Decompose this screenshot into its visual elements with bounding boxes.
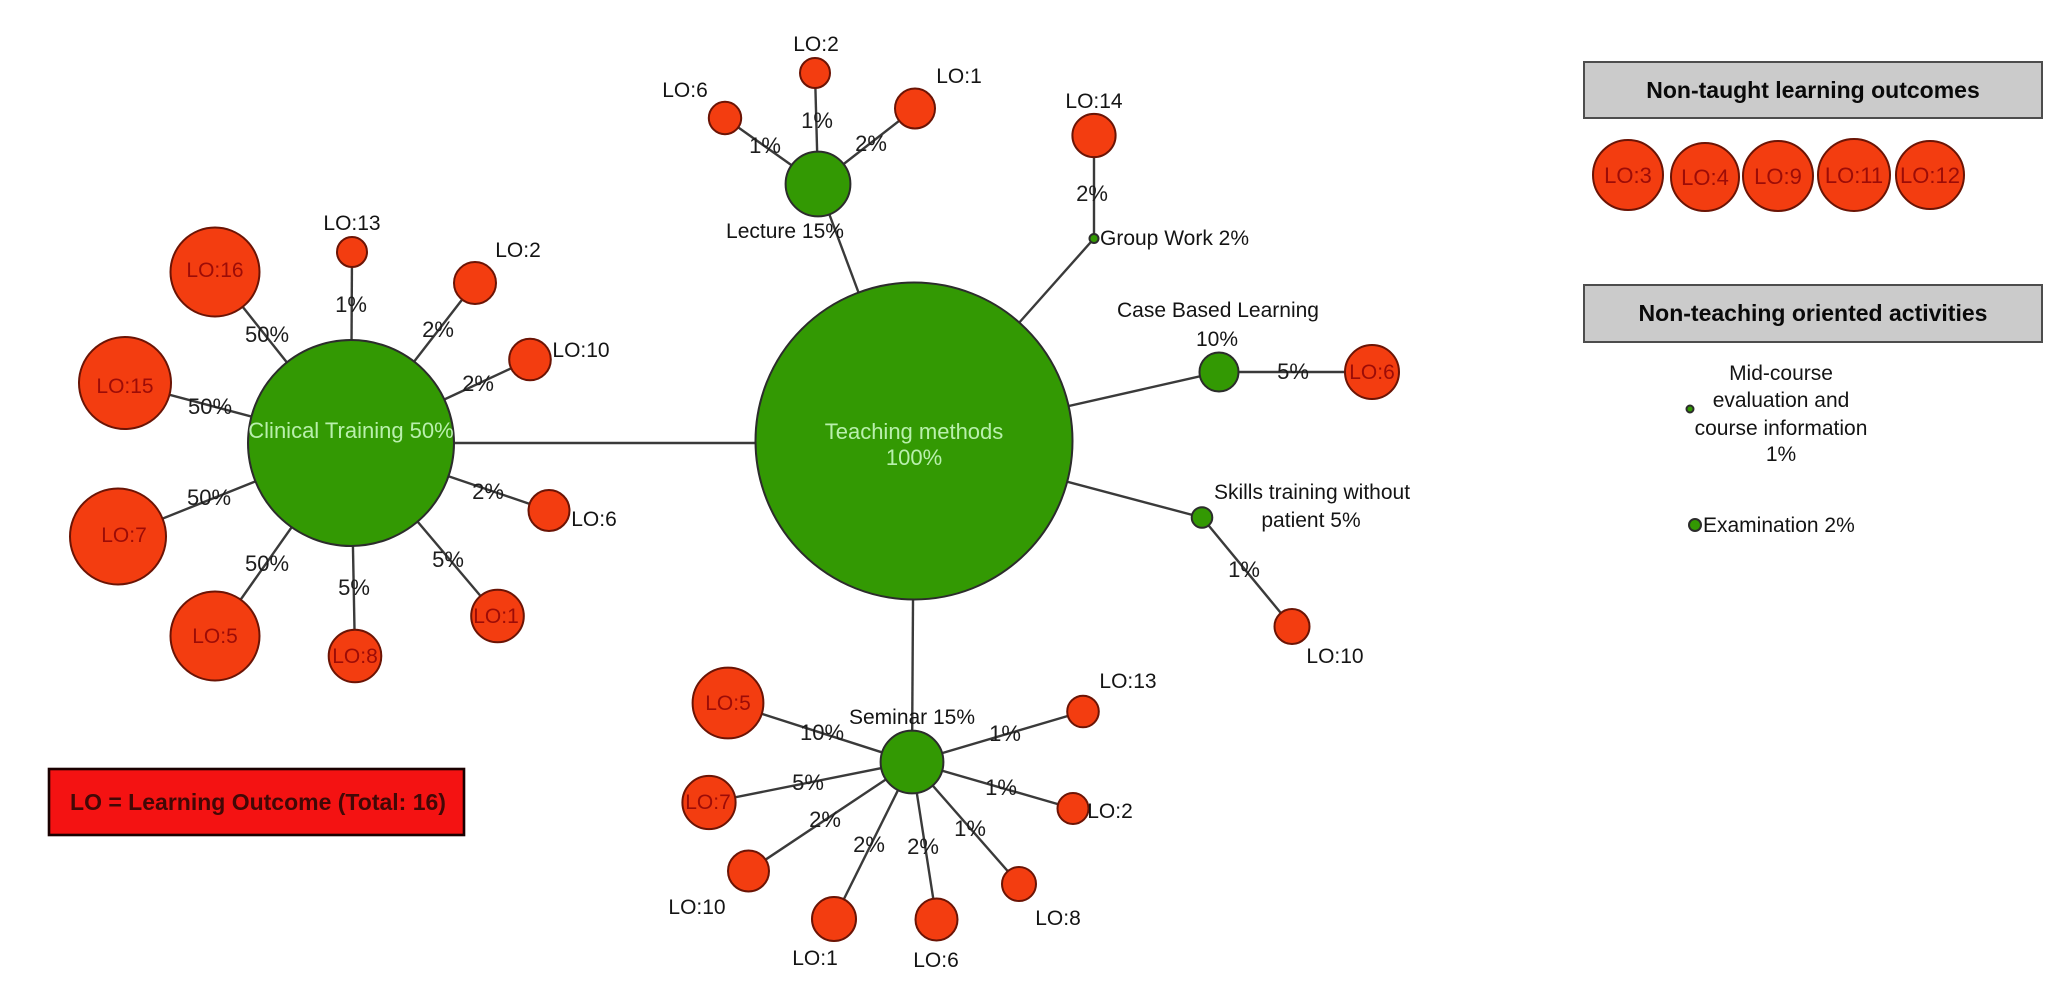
svg-text:Examination 2%: Examination 2%: [1703, 514, 1855, 537]
svg-text:Group Work 2%: Group Work 2%: [1100, 227, 1249, 250]
svg-text:LO:10: LO:10: [552, 339, 609, 362]
svg-text:50%: 50%: [187, 485, 231, 510]
svg-text:1%: 1%: [749, 133, 781, 158]
svg-text:LO:1: LO:1: [936, 65, 982, 88]
svg-text:LO:9: LO:9: [1754, 164, 1802, 189]
svg-text:Skills training without: Skills training without: [1214, 481, 1410, 504]
svg-text:2%: 2%: [855, 131, 887, 156]
svg-text:LO:6: LO:6: [571, 508, 617, 531]
svg-text:LO:2: LO:2: [793, 33, 839, 56]
svg-text:LO:1: LO:1: [473, 605, 519, 628]
svg-text:5%: 5%: [338, 575, 370, 600]
svg-text:LO:13: LO:13: [323, 212, 380, 235]
svg-text:LO:6: LO:6: [913, 949, 959, 972]
svg-text:LO:15: LO:15: [96, 375, 153, 398]
svg-text:50%: 50%: [188, 394, 232, 419]
svg-text:LO = Learning Outcome (Total:: LO = Learning Outcome (Total: 16): [70, 789, 446, 815]
svg-text:1%: 1%: [335, 292, 367, 317]
svg-text:2%: 2%: [422, 317, 454, 342]
svg-text:5%: 5%: [792, 770, 824, 795]
svg-text:1%: 1%: [989, 721, 1021, 746]
svg-text:Lecture 15%: Lecture 15%: [726, 220, 844, 243]
svg-text:50%: 50%: [245, 551, 289, 576]
svg-text:LO:3: LO:3: [1604, 163, 1652, 188]
svg-text:1%: 1%: [801, 108, 833, 133]
svg-text:LO:13: LO:13: [1099, 670, 1156, 693]
svg-text:Teaching methods: Teaching methods: [825, 419, 1004, 444]
svg-text:1%: 1%: [985, 775, 1017, 800]
svg-text:LO:7: LO:7: [101, 524, 147, 547]
svg-text:LO:8: LO:8: [1035, 907, 1081, 930]
svg-text:50%: 50%: [245, 322, 289, 347]
svg-text:LO:16: LO:16: [186, 259, 243, 282]
svg-text:LO:6: LO:6: [1349, 361, 1395, 384]
svg-text:2%: 2%: [809, 807, 841, 832]
svg-text:LO:10: LO:10: [1306, 645, 1363, 668]
svg-text:2%: 2%: [462, 371, 494, 396]
svg-text:2%: 2%: [907, 834, 939, 859]
svg-text:Case Based Learning: Case Based Learning: [1117, 299, 1319, 322]
svg-text:2%: 2%: [472, 479, 504, 504]
svg-text:5%: 5%: [1277, 359, 1309, 384]
svg-text:LO:4: LO:4: [1681, 165, 1729, 190]
svg-text:10%: 10%: [800, 720, 844, 745]
svg-text:Mid-course: Mid-course: [1729, 362, 1833, 385]
svg-text:LO:14: LO:14: [1065, 90, 1123, 113]
svg-text:patient 5%: patient 5%: [1261, 509, 1360, 532]
svg-text:LO:5: LO:5: [192, 625, 238, 648]
svg-text:LO:12: LO:12: [1900, 163, 1960, 188]
svg-text:1%: 1%: [1766, 443, 1796, 466]
svg-text:5%: 5%: [432, 547, 464, 572]
svg-text:LO:11: LO:11: [1825, 163, 1883, 188]
svg-text:LO:2: LO:2: [1087, 800, 1133, 823]
svg-text:LO:8: LO:8: [332, 645, 378, 668]
svg-text:Clinical Training 50%: Clinical Training 50%: [248, 418, 453, 443]
svg-text:Seminar 15%: Seminar 15%: [849, 706, 975, 729]
svg-text:LO:6: LO:6: [662, 79, 708, 102]
svg-text:Non-taught learning outcomes: Non-taught learning outcomes: [1646, 77, 1980, 103]
svg-text:1%: 1%: [1228, 557, 1260, 582]
svg-text:100%: 100%: [886, 445, 942, 470]
svg-text:evaluation and: evaluation and: [1713, 389, 1850, 412]
svg-text:2%: 2%: [1076, 181, 1108, 206]
svg-text:2%: 2%: [853, 832, 885, 857]
svg-text:course information: course information: [1695, 417, 1868, 440]
svg-text:LO:2: LO:2: [495, 239, 541, 262]
svg-text:LO:5: LO:5: [705, 692, 751, 715]
svg-text:10%: 10%: [1196, 328, 1238, 351]
svg-text:LO:1: LO:1: [792, 947, 838, 970]
svg-text:LO:7: LO:7: [685, 791, 731, 814]
svg-text:1%: 1%: [954, 816, 986, 841]
svg-text:Non-teaching oriented activiti: Non-teaching oriented activities: [1639, 300, 1988, 326]
svg-text:LO:10: LO:10: [668, 896, 725, 919]
